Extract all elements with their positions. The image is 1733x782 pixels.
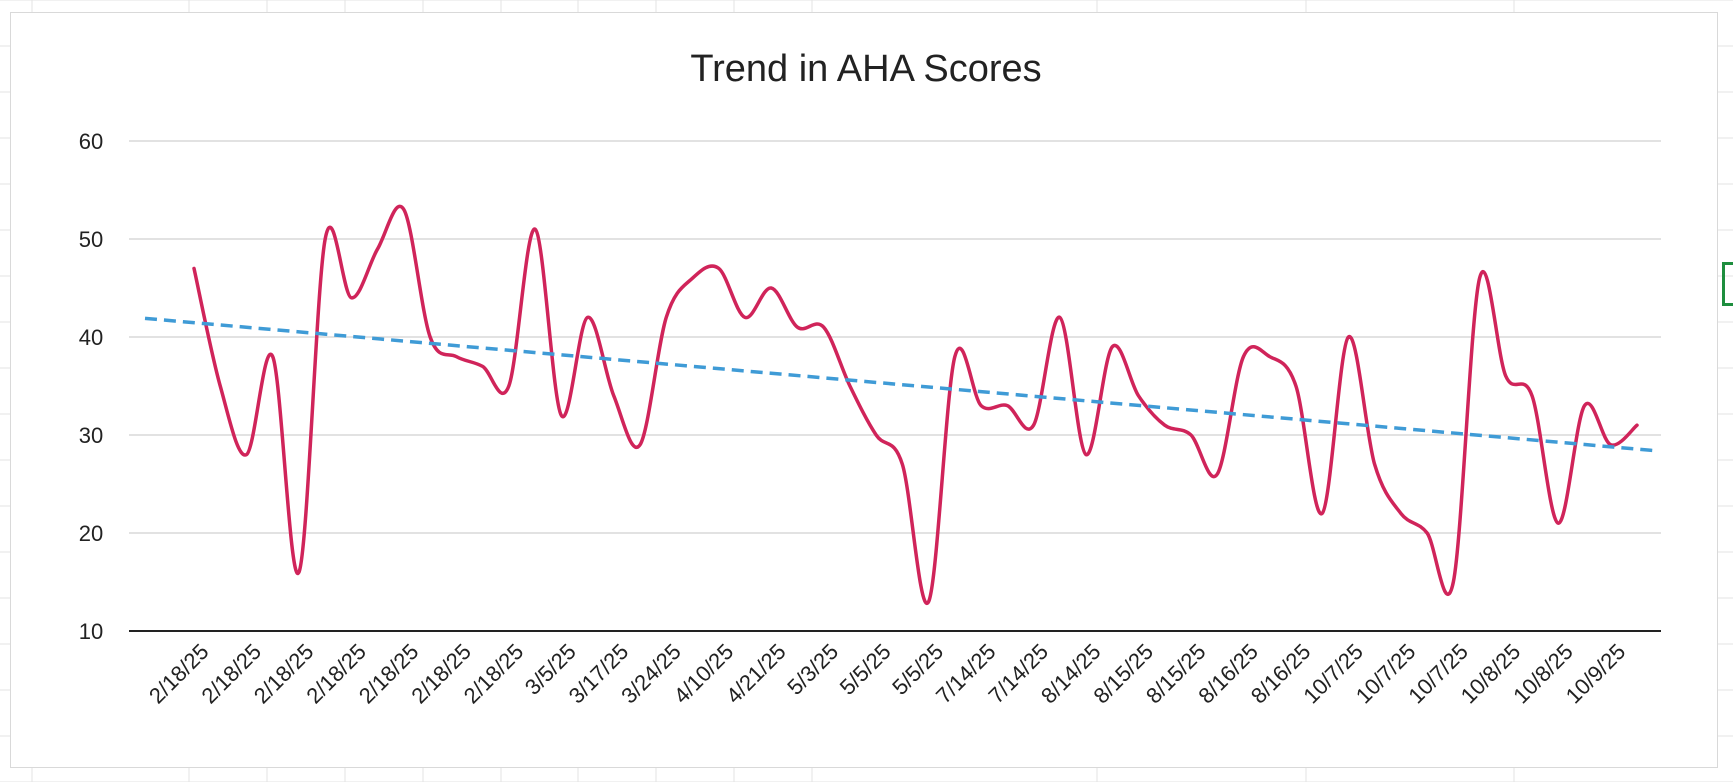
- y-tick-label: 60: [79, 129, 103, 154]
- trendline: [144, 316, 1656, 453]
- selected-cell-indicator: [1722, 262, 1733, 306]
- chart-gridlines: [129, 140, 1661, 632]
- y-tick-label: 40: [79, 325, 103, 350]
- x-tick-label: 2/18/25: [459, 639, 529, 709]
- y-axis-tick-labels: 10 20 30 40 50 60: [79, 129, 103, 644]
- x-tick-label: 5/3/25: [782, 639, 843, 700]
- x-tick-label: 10/9/25: [1561, 639, 1631, 709]
- series-line: [192, 204, 1639, 606]
- y-tick-label: 20: [79, 521, 103, 546]
- chart-title: Trend in AHA Scores: [690, 48, 1041, 90]
- y-tick-label: 50: [79, 227, 103, 252]
- y-tick-label: 10: [79, 619, 103, 644]
- line-chart: Trend in AHA Scores 10 20 30 40 50 60 2/18/25…: [79, 48, 1661, 709]
- chart-container[interactable]: Trend in AHA Scores 10 20 30 40 50 60 2/18/25…: [10, 12, 1718, 768]
- y-tick-label: 30: [79, 423, 103, 448]
- x-tick-label: 4/21/25: [721, 639, 791, 709]
- series-layer: [144, 204, 1656, 606]
- x-axis-tick-labels: 2/18/252/18/252/18/252/18/252/18/252/18/…: [144, 639, 1630, 709]
- x-tick-label: 5/5/25: [835, 639, 896, 700]
